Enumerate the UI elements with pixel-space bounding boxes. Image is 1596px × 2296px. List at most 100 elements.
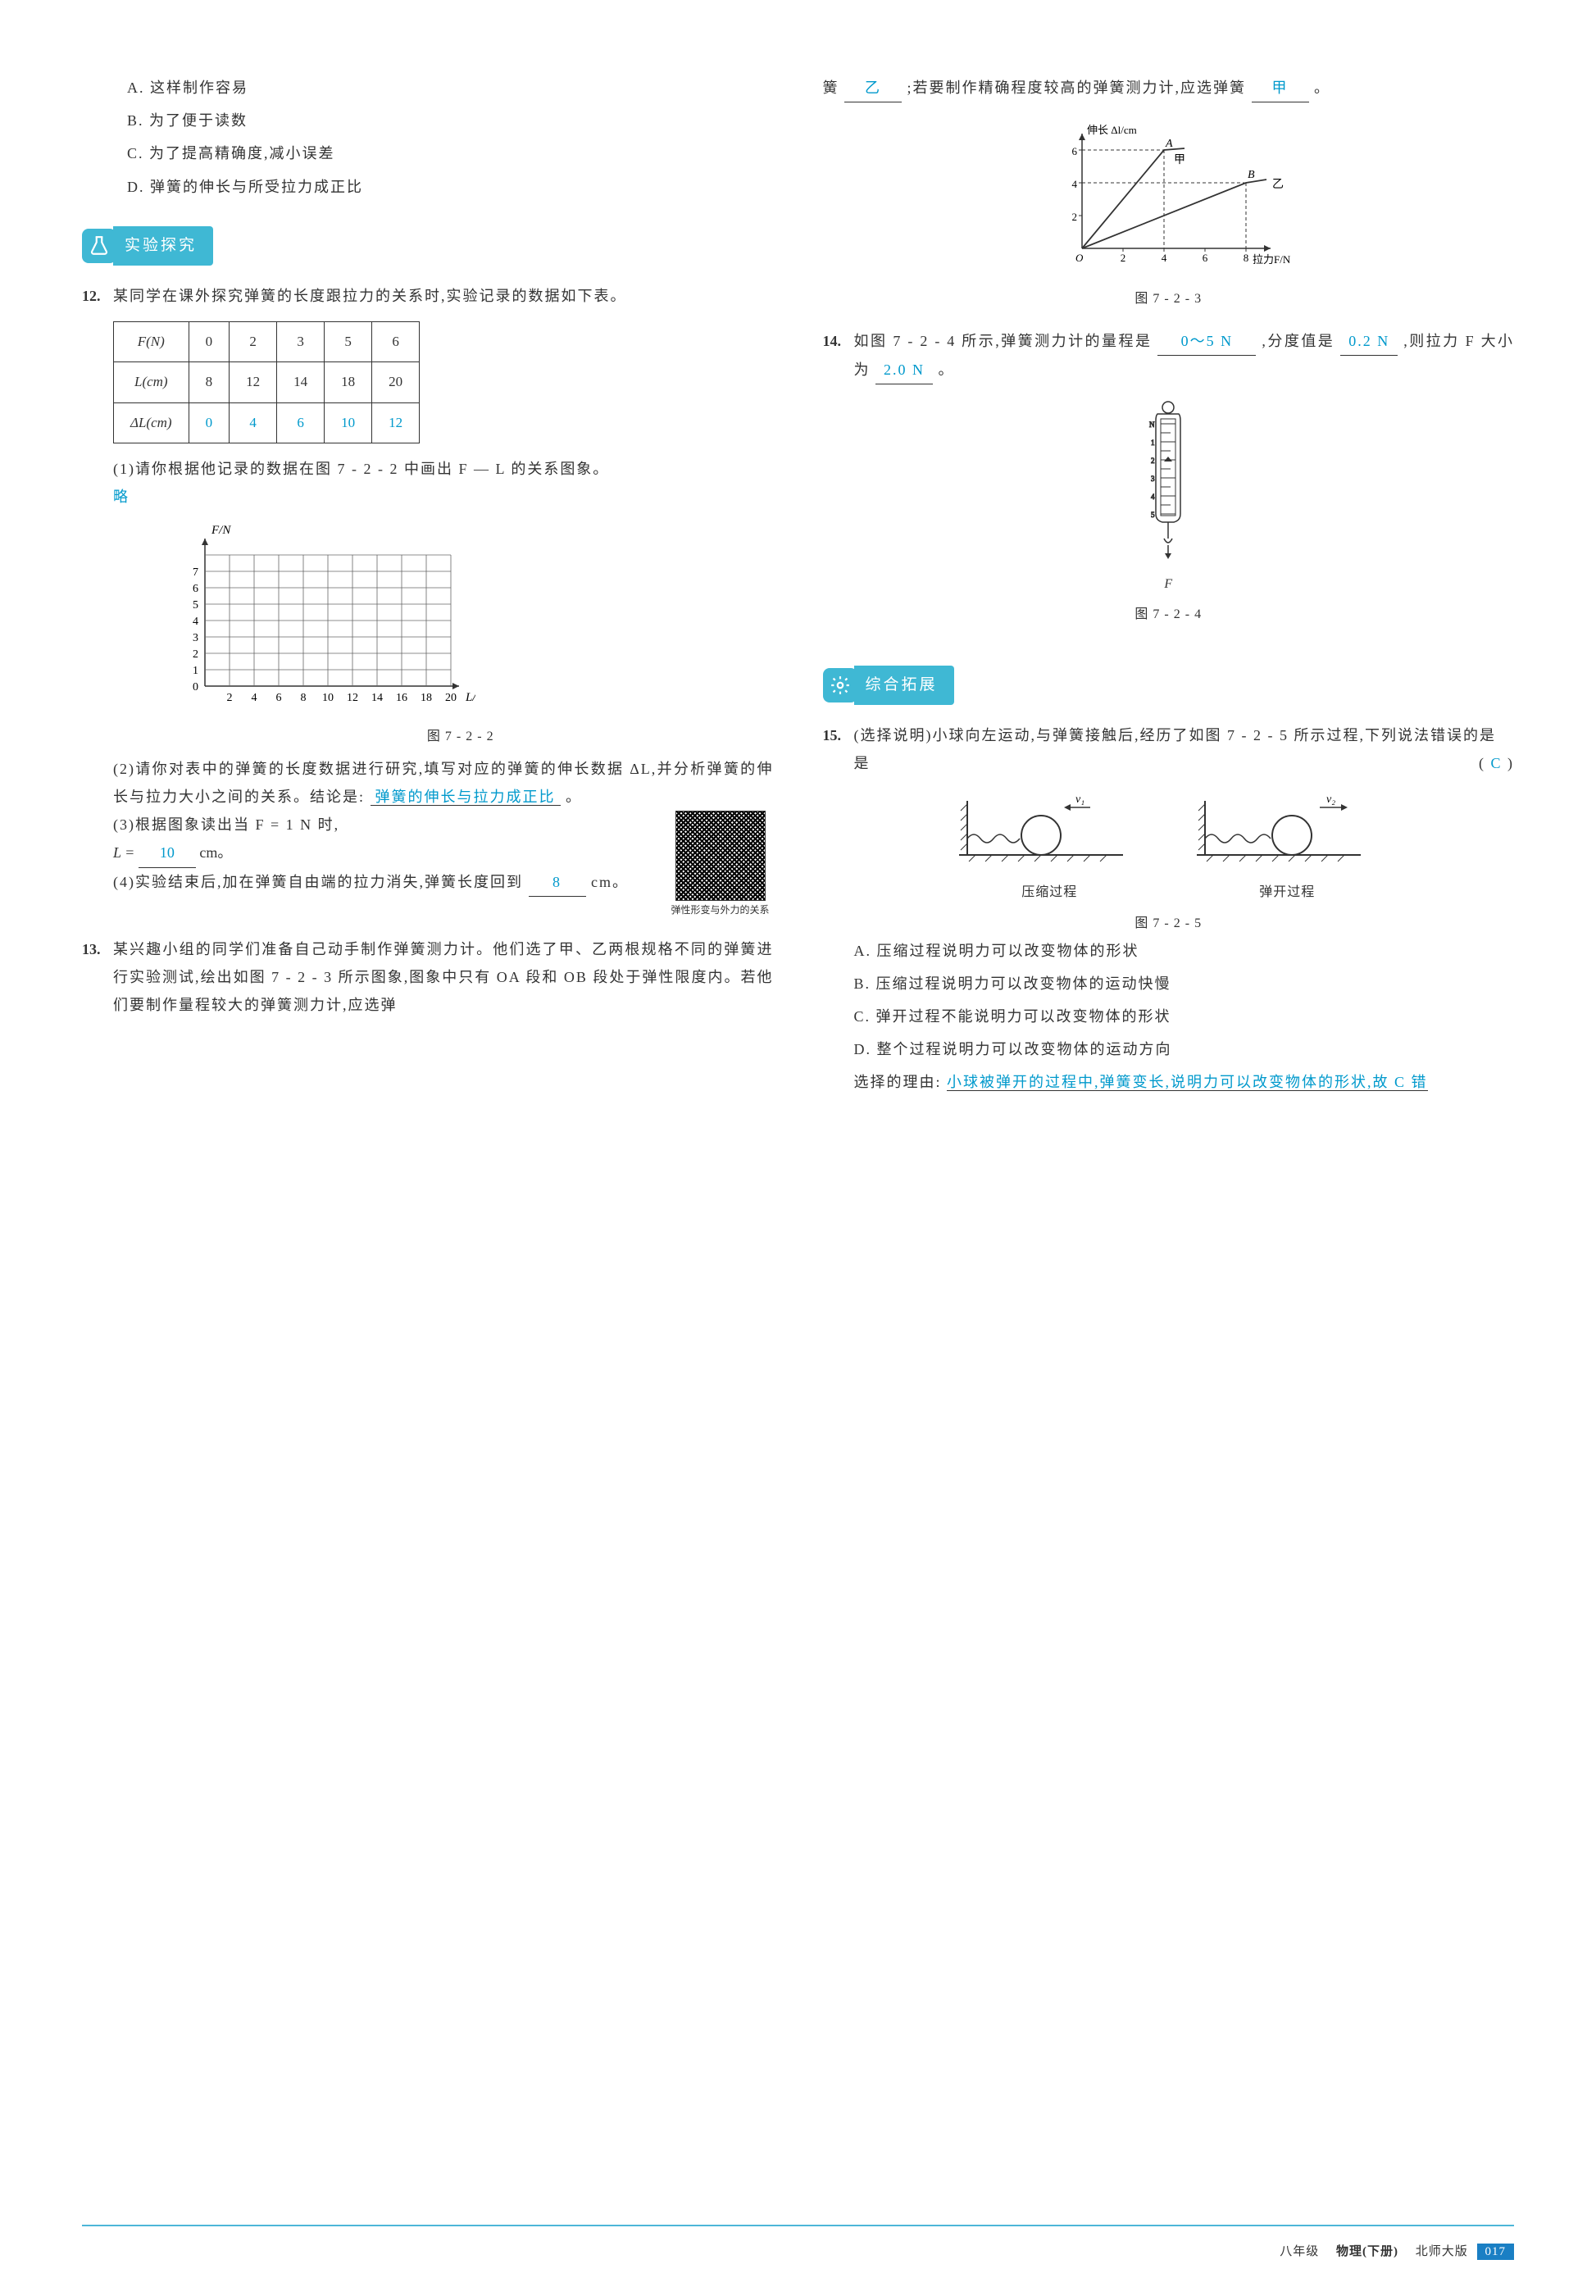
table-cell-ans: 6 — [277, 402, 325, 443]
q11-option-b: B. 为了便于读数 — [127, 107, 774, 134]
question-13: 13. 某兴趣小组的同学们准备自己动手制作弹簧测力计。他们选了甲、乙两根规格不同… — [82, 935, 774, 1020]
svg-text:2: 2 — [1151, 457, 1155, 465]
chart-ylabel: F/N — [211, 524, 231, 537]
svg-text:1: 1 — [193, 665, 198, 677]
svg-text:2: 2 — [1121, 252, 1126, 264]
table-cell: 6 — [372, 322, 420, 362]
svg-text:5: 5 — [193, 599, 198, 612]
svg-text:拉力F/N: 拉力F/N — [1253, 253, 1291, 266]
svg-text:20: 20 — [445, 692, 457, 704]
question-14: 14. 如图 7 - 2 - 4 所示,弹簧测力计的量程是 0～5 N ,分度值… — [823, 327, 1515, 627]
q14-ans1: 0～5 N — [1157, 327, 1256, 356]
q13c-ans2: 甲 — [1252, 74, 1309, 102]
svg-text:4: 4 — [1151, 493, 1155, 501]
table-row: F(N) 0 2 3 5 6 — [114, 322, 420, 362]
q15-reason: 小球被弹开的过程中,弹簧变长,说明力可以改变物体的形状,故 C 错 — [947, 1074, 1428, 1091]
table-cell: 18 — [325, 362, 372, 402]
svg-text:2: 2 — [1072, 211, 1078, 223]
q12-p4-unit: cm。 — [591, 874, 629, 890]
footer-edition: 北师大版 — [1416, 2245, 1468, 2258]
q12-p3b: L = — [113, 844, 134, 861]
table-cell: 20 — [372, 362, 420, 402]
section-label-2: 综合拓展 — [854, 666, 954, 705]
table-row: L(cm) 8 12 14 18 20 — [114, 362, 420, 402]
svg-text:14: 14 — [371, 692, 383, 704]
page-container: A. 这样制作容易 B. 为了便于读数 C. 为了提高精确度,减小误差 D. 弹… — [82, 74, 1514, 1114]
svg-text:3: 3 — [1151, 475, 1155, 483]
q12-intro: 某同学在课外探究弹簧的长度跟拉力的关系时,实验记录的数据如下表。 — [113, 282, 774, 310]
svg-text:5: 5 — [1151, 511, 1155, 519]
q15-answer: C — [1490, 755, 1502, 771]
svg-text:8: 8 — [1244, 252, 1249, 264]
spring-scale-figure: N 1 2 3 4 5 F — [823, 399, 1515, 627]
svg-text:12: 12 — [347, 692, 358, 704]
q12-p4a: (4)实验结束后,加在弹簧自由端的拉力消失,弹簧长度回到 — [113, 874, 523, 890]
table-cell: 5 — [325, 322, 372, 362]
q12-p2-answer: 弹簧的伸长与拉力成正比 — [371, 789, 561, 806]
table-cell: 0 — [189, 322, 230, 362]
table-cell-ans: 4 — [230, 402, 277, 443]
footer-subject: 物理(下册) — [1336, 2245, 1398, 2258]
svg-text:B: B — [1248, 169, 1255, 181]
fig-bounce: v₂ 弹开过程 — [1197, 793, 1377, 906]
table-cell: 2 — [230, 322, 277, 362]
svg-text:2: 2 — [193, 648, 198, 661]
qr-caption: 弹性形变与外力的关系 — [667, 904, 774, 917]
q12-num: 12. — [82, 282, 113, 310]
section-badge-extend: 综合拓展 — [823, 666, 954, 705]
svg-text:伸长 Δl/cm: 伸长 Δl/cm — [1087, 124, 1137, 136]
q15-num: 15. — [823, 721, 854, 749]
svg-text:4: 4 — [252, 692, 257, 704]
q12-p2-end: 。 — [566, 789, 582, 805]
fig-7-2-5-caption: 图 7 - 2 - 5 — [823, 912, 1515, 936]
q12-p1: (1)请你根据他记录的数据在图 7 - 2 - 2 中画出 F — L 的关系图… — [113, 455, 774, 483]
table-header-dL: ΔL(cm) — [114, 402, 189, 443]
svg-text:1: 1 — [1151, 439, 1155, 447]
q15-option-a: A. 压缩过程说明力可以改变物体的形状 — [854, 937, 1515, 965]
svg-text:乙: 乙 — [1272, 178, 1284, 191]
q14-text: 如图 7 - 2 - 4 所示,弹簧测力计的量程是 0～5 N ,分度值是 0.… — [854, 327, 1515, 384]
q15-reason-label: 选择的理由: — [854, 1074, 942, 1090]
table-header-F: F(N) — [114, 322, 189, 362]
table-cell-ans: 12 — [372, 402, 420, 443]
q14-p1: 如图 7 - 2 - 4 所示,弹簧测力计的量程是 — [854, 333, 1153, 349]
q12-p3-ans: 10 — [139, 839, 196, 867]
svg-text:0: 0 — [193, 681, 198, 693]
q14-p2: ,分度值是 — [1262, 333, 1335, 349]
fig-compress: v₁ 压缩过程 — [959, 793, 1139, 906]
svg-text:3: 3 — [193, 632, 198, 644]
q15-intro: (选择说明)小球向左运动,与弹簧接触后,经历了如图 7 - 2 - 5 所示过程… — [854, 727, 1496, 743]
chart-7-2-2: F/N — [148, 522, 774, 750]
table-cell-ans: 0 — [189, 402, 230, 443]
q12-p3-unit: cm。 — [199, 844, 232, 861]
q12-p4-ans: 8 — [529, 868, 586, 897]
svg-text:7: 7 — [193, 566, 198, 579]
svg-text:4: 4 — [1162, 252, 1167, 264]
table-cell: 3 — [277, 322, 325, 362]
svg-text:16: 16 — [396, 692, 407, 704]
left-column: A. 这样制作容易 B. 为了便于读数 C. 为了提高精确度,减小误差 D. 弹… — [82, 74, 774, 1114]
q13-text: 某兴趣小组的同学们准备自己动手制作弹簧测力计。他们选了甲、乙两根规格不同的弹簧进… — [113, 935, 774, 1020]
q11-option-a: A. 这样制作容易 — [127, 74, 774, 102]
q14-ans3: 2.0 N — [875, 356, 933, 384]
q12-p3-p4-block: 弹性形变与外力的关系 (3)根据图象读出当 F = 1 N 时, L = 10 … — [113, 811, 774, 917]
svg-text:甲: 甲 — [1174, 154, 1185, 166]
section-label: 实验探究 — [113, 226, 213, 266]
q15-option-c: C. 弹开过程不能说明力可以改变物体的形状 — [854, 1003, 1515, 1030]
question-12: 12. 某同学在课外探究弹簧的长度跟拉力的关系时,实验记录的数据如下表。 F(N… — [82, 282, 774, 917]
section-badge-experiment: 实验探究 — [82, 226, 213, 266]
svg-text:N: N — [1149, 421, 1155, 429]
q12-p1-answer: 略 — [113, 483, 774, 511]
page-footer: 八年级 物理(下册) 北师大版 017 — [1280, 2240, 1514, 2264]
q11-option-d: D. 弹簧的伸长与所受拉力成正比 — [127, 173, 774, 201]
q14-p4: 。 — [939, 361, 955, 378]
svg-text:O: O — [1075, 252, 1084, 264]
question-15: 15. (选择说明)小球向左运动,与弹簧接触后,经历了如图 7 - 2 - 5 … — [823, 721, 1515, 1096]
q15-option-b: B. 压缩过程说明力可以改变物体的运动快慢 — [854, 970, 1515, 998]
chart-7-2-3: 伸长 Δl/cm 拉力F/N 246 2468 O A 甲 — [823, 117, 1515, 312]
q13-continuation: 簧 乙 ;若要制作精确程度较高的弹簧测力计,应选弹簧 甲 。 — [823, 74, 1515, 102]
svg-text:4: 4 — [1072, 178, 1078, 190]
q14-num: 14. — [823, 327, 854, 355]
gear-icon — [823, 668, 857, 702]
table-cell: 14 — [277, 362, 325, 402]
